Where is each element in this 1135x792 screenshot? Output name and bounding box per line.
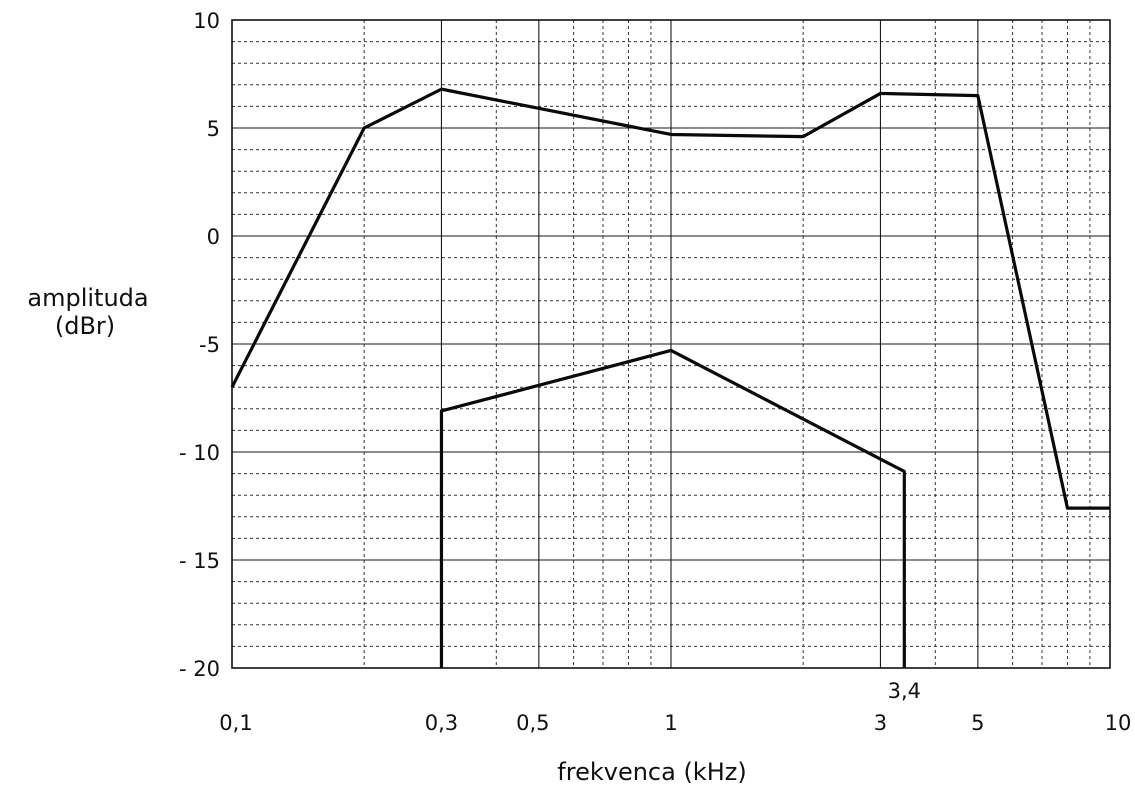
upper-limit-line <box>230 87 1110 510</box>
y-tick-label: - 20 <box>179 657 220 681</box>
y-tick-label: 10 <box>193 9 220 33</box>
x-tick-label: 3,4 <box>888 679 921 703</box>
y-tick-label: -5 <box>199 333 220 357</box>
y-tick-labels: 10 5 0 -5 - 10 - 15 - 20 <box>179 9 220 681</box>
x-tick-label: 1 <box>664 711 677 735</box>
y-tick-label: - 15 <box>179 549 220 573</box>
plot-frame <box>231 19 1111 669</box>
x-tick-label: 3 <box>874 711 887 735</box>
x-tick-labels: 0,1 0,3 0,5 1 33,4 5 10 <box>219 679 1131 735</box>
y-tick-label: 0 <box>207 225 220 249</box>
y-tick-label: - 10 <box>179 441 220 465</box>
x-tick-label: 0,5 <box>516 711 549 735</box>
x-tick-label: 0,3 <box>425 711 458 735</box>
y-axis-label-line1: amplituda <box>27 284 148 312</box>
x-tick-label: 5 <box>971 711 984 735</box>
lower-limit-line <box>439 348 906 668</box>
series-layer <box>230 87 1110 668</box>
y-tick-label: 5 <box>207 117 220 141</box>
x-axis-label: frekvenca (kHz) <box>557 758 746 786</box>
x-tick-label: 10 <box>1105 711 1132 735</box>
y-axis-label-line2: (dBr) <box>55 312 115 340</box>
x-tick-label: 0,1 <box>219 711 252 735</box>
